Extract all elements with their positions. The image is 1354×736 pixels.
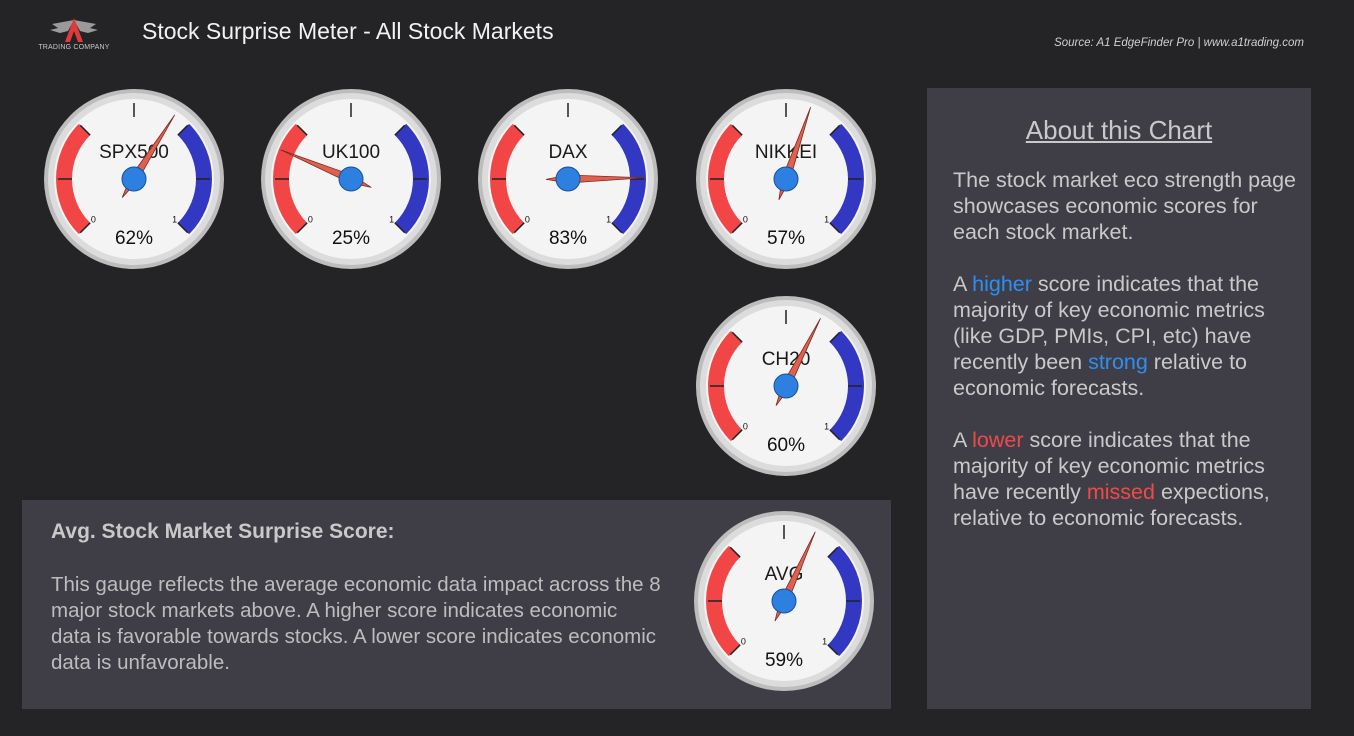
gauge-label: UK100	[322, 142, 380, 163]
gauge-high-band	[394, 123, 429, 235]
gauge-high-band	[829, 330, 864, 442]
logo-wings-icon	[50, 18, 98, 42]
gauge-tick	[827, 546, 839, 558]
gauge-value: 60%	[767, 435, 805, 456]
gauge-min-label: 0	[525, 215, 530, 225]
gauge-label: SPX500	[99, 142, 169, 163]
gauge-tick	[729, 546, 741, 558]
gauge-hub	[771, 588, 797, 614]
gauge-hub	[121, 166, 147, 192]
highlight-higher: higher	[972, 272, 1032, 296]
gauge-tick	[296, 124, 308, 136]
gauge-min-label: 0	[743, 422, 748, 432]
about-panel: About this Chart The stock market eco st…	[927, 88, 1311, 709]
about-p2-text: A	[953, 272, 973, 296]
gauge-low-band	[708, 123, 743, 235]
gauge-high-band	[829, 123, 864, 235]
gauge-tick	[296, 222, 308, 234]
gauge-tick	[731, 124, 743, 136]
gauge-max-label: 1	[824, 215, 829, 225]
gauge-min-label: 0	[91, 215, 96, 225]
highlight-missed: missed	[1086, 480, 1155, 504]
highlight-lower: lower	[972, 428, 1024, 452]
gauge-spx500: 0 1 SPX500 62%	[43, 88, 225, 270]
gauge-min-label: 0	[743, 215, 748, 225]
source-attribution: Source: A1 EdgeFinder Pro | www.a1tradin…	[1054, 37, 1304, 49]
gauge-dax: 0 1 DAX 83%	[477, 88, 659, 270]
about-p2-text: relative to economic forecasts.	[953, 350, 1248, 400]
gauge-tick	[513, 222, 525, 234]
gauge-hub	[338, 166, 364, 192]
gauge-max-label: 1	[606, 215, 611, 225]
gauge-ch20: 0 1 CH20 60%	[695, 295, 877, 477]
logo-text: TRADING COMPANY	[38, 44, 110, 51]
about-paragraph-3: A lower score indicates that the majorit…	[953, 427, 1303, 531]
gauge-tick	[829, 124, 841, 136]
about-body: The stock market eco strength page showc…	[953, 167, 1303, 557]
gauge-tick	[513, 124, 525, 136]
gauge-max-label: 1	[822, 637, 827, 647]
avg-score-description: This gauge reflects the average economic…	[51, 573, 661, 674]
gauge-hub	[773, 373, 799, 399]
gauge-value: 62%	[115, 228, 153, 249]
gauge-low-band	[490, 123, 525, 235]
about-p3-text: expections, relative to economic forecas…	[953, 480, 1270, 530]
gauge-avg: 0 1 AVG 59%	[693, 510, 875, 692]
gauge-value: 59%	[765, 650, 803, 671]
gauge-max-label: 1	[824, 422, 829, 432]
gauge-uk100: 0 1 UK100 25%	[260, 88, 442, 270]
gauge-nikkei: 0 1 NIKKEI 57%	[695, 88, 877, 270]
gauge-tick	[729, 644, 741, 656]
gauge-label: NIKKEI	[755, 142, 817, 163]
gauge-low-band	[273, 123, 308, 235]
gauge-value: 25%	[332, 228, 370, 249]
highlight-strong: strong	[1088, 350, 1148, 374]
gauge-tick	[829, 429, 841, 441]
gauge-tick	[79, 222, 91, 234]
gauge-value: 83%	[549, 228, 587, 249]
gauge-tick	[731, 429, 743, 441]
about-p3-text: A	[953, 428, 973, 452]
gauge-low-band	[706, 545, 741, 657]
gauge-tick	[394, 124, 406, 136]
about-paragraph-2: A higher score indicates that the majori…	[953, 271, 1303, 401]
gauge-tick	[611, 222, 623, 234]
about-paragraph-1: The stock market eco strength page showc…	[953, 168, 1296, 244]
gauge-tick	[394, 222, 406, 234]
about-title: About this Chart	[1025, 115, 1213, 145]
gauge-tick	[731, 331, 743, 343]
about-p3-text: score indicates that the majority of key…	[953, 428, 1265, 504]
logo: TRADING COMPANY	[34, 16, 114, 56]
gauge-tick	[731, 222, 743, 234]
gauge-hub	[555, 166, 581, 192]
gauge-high-band	[827, 545, 862, 657]
gauge-value: 57%	[767, 228, 805, 249]
gauge-label: DAX	[548, 142, 587, 163]
gauge-max-label: 1	[172, 215, 177, 225]
gauge-min-label: 0	[741, 637, 746, 647]
gauge-tick	[177, 124, 189, 136]
avg-score-heading: Avg. Stock Market Surprise Score:	[51, 520, 395, 543]
gauge-tick	[829, 222, 841, 234]
gauge-low-band	[56, 123, 91, 235]
gauge-tick	[79, 124, 91, 136]
about-p2-text: score indicates that the majority of key…	[953, 272, 1265, 374]
gauge-hub	[773, 166, 799, 192]
gauge-min-label: 0	[308, 215, 313, 225]
gauge-tick	[827, 644, 839, 656]
gauge-tick	[611, 124, 623, 136]
gauge-low-band	[708, 330, 743, 442]
gauge-high-band	[177, 123, 212, 235]
gauge-high-band	[611, 123, 646, 235]
gauge-max-label: 1	[389, 215, 394, 225]
page-title: Stock Surprise Meter - All Stock Markets	[142, 18, 554, 44]
avg-score-panel: Avg. Stock Market Surprise Score: This g…	[22, 500, 891, 709]
gauge-tick	[829, 331, 841, 343]
gauge-tick	[177, 222, 189, 234]
